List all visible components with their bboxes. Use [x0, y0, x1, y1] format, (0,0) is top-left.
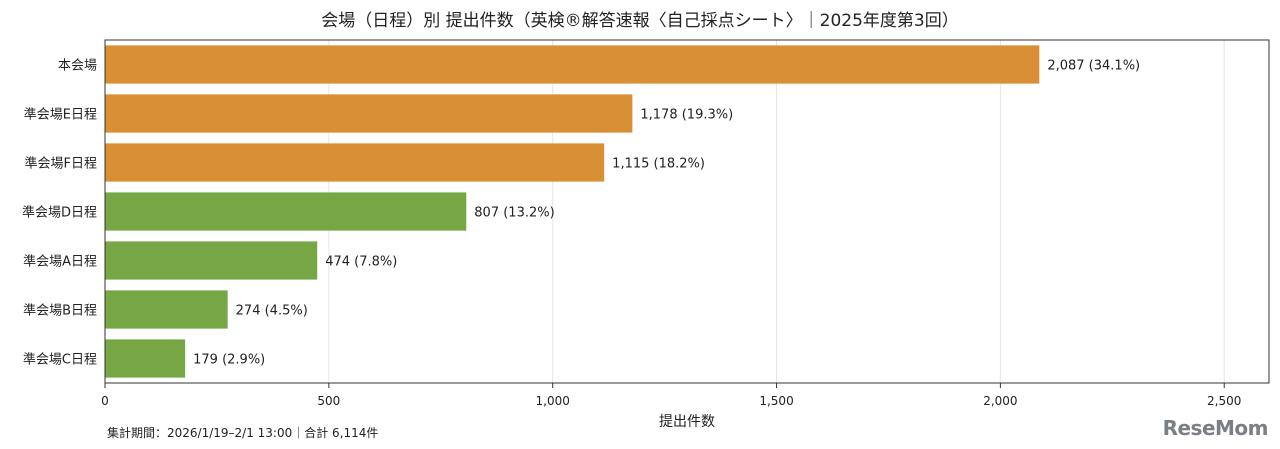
category-label: 準会場D日程 — [22, 205, 97, 221]
data-label: 274 (4.5%) — [236, 304, 308, 319]
chart-title: 会場（日程）別 提出件数（英検®解答速報〈自己採点シート〉｜2025年度第3回） — [321, 11, 959, 31]
bar — [105, 241, 318, 280]
bar — [105, 143, 605, 182]
bar — [105, 192, 467, 231]
data-label: 179 (2.9%) — [193, 353, 265, 368]
x-tick-label: 1,000 — [536, 394, 570, 408]
category-label: 準会場F日程 — [25, 156, 97, 172]
category-label: 準会場A日程 — [23, 254, 97, 270]
x-tick-label: 2,500 — [1207, 394, 1241, 408]
category-label: 準会場C日程 — [23, 352, 97, 368]
category-label: 準会場B日程 — [23, 303, 97, 319]
data-label: 474 (7.8%) — [325, 255, 397, 270]
category-label: 準会場E日程 — [24, 107, 97, 123]
data-label: 1,115 (18.2%) — [612, 157, 705, 172]
category-label: 本会場 — [58, 59, 97, 74]
bar — [105, 45, 1040, 84]
bar — [105, 94, 633, 133]
bar — [105, 290, 228, 329]
data-label: 1,178 (19.3%) — [640, 108, 733, 123]
x-tick-label: 500 — [317, 394, 340, 408]
resemom-logo: ReseMom — [1162, 416, 1269, 440]
x-tick-label: 0 — [101, 394, 109, 408]
bar — [105, 339, 186, 378]
footnote: 集計期間：2026/1/19–2/1 13:00｜合計 6,114件 — [107, 426, 379, 440]
x-axis-label: 提出件数 — [659, 414, 715, 430]
x-tick-label: 2,000 — [983, 394, 1017, 408]
data-label: 2,087 (34.1%) — [1047, 59, 1140, 74]
data-label: 807 (13.2%) — [474, 206, 554, 221]
plot-frame — [104, 39, 1270, 384]
x-tick-label: 1,500 — [759, 394, 793, 408]
